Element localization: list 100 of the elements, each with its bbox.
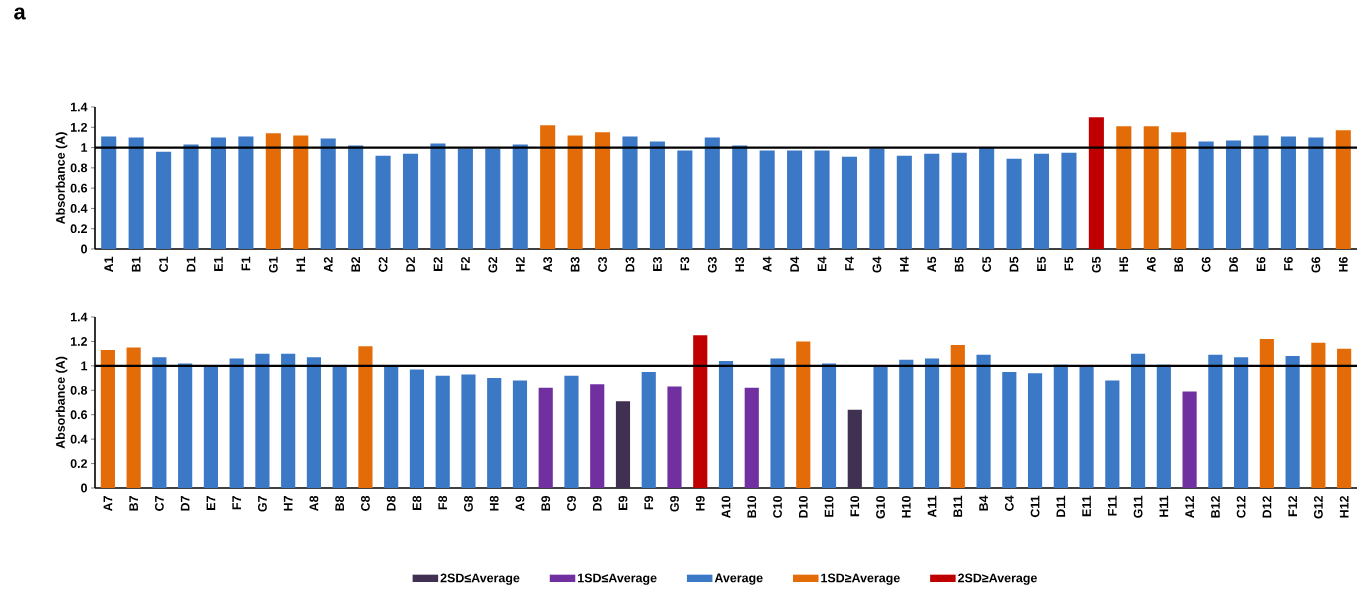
x-tick-label: D9 (592, 495, 602, 511)
x-tick-label: D2 (406, 257, 415, 272)
bar (649, 141, 665, 249)
x-tick-label: D11 (1056, 495, 1066, 517)
legend-label: 2SD≤Average (440, 573, 520, 585)
bar (101, 136, 117, 249)
bar (976, 354, 991, 488)
bar (281, 353, 296, 488)
x-tick-label: H3 (735, 256, 745, 272)
x-tick-label: C4 (1004, 495, 1014, 511)
bar (1027, 373, 1043, 488)
x-tick-label: D7 (180, 496, 190, 511)
bar (1253, 135, 1269, 249)
x-tick-label: B8 (335, 495, 345, 511)
x-tick-label: E5 (1037, 256, 1046, 271)
x-tick-label: E1 (214, 256, 223, 271)
bar (744, 387, 759, 488)
x-tick-label: C10 (773, 496, 782, 518)
x-tick-label: F4 (845, 256, 854, 271)
x-tick-label: D8 (386, 495, 396, 511)
y-tick-label: 0 (81, 244, 87, 254)
y-tick-label: 1 (81, 361, 88, 371)
y-tick-label: 0.2 (70, 459, 87, 468)
bar (1285, 356, 1300, 488)
x-tick-label: F10 (850, 496, 860, 517)
x-tick-label: A9 (515, 495, 525, 512)
x-tick-label: E8 (412, 495, 422, 510)
x-tick-label: E2 (433, 257, 443, 271)
x-tick-label: F3 (680, 256, 690, 271)
x-tick-label: G2 (488, 257, 498, 273)
bar (255, 353, 270, 488)
bar (1335, 130, 1351, 249)
bar (677, 150, 693, 249)
y-tick-label: 0 (81, 483, 87, 493)
x-tick-label: G5 (1091, 256, 1101, 273)
y-tick-label: 1.2 (70, 122, 87, 132)
bar (567, 135, 583, 249)
bar (358, 346, 373, 488)
bar (210, 137, 226, 249)
bar (538, 387, 553, 488)
x-tick-label: A6 (1146, 256, 1156, 273)
x-tick-label: G8 (464, 495, 473, 512)
bar (1198, 141, 1214, 249)
x-tick-label: B1 (131, 256, 141, 272)
bar (238, 136, 254, 249)
bar (430, 143, 446, 249)
bar (1234, 357, 1249, 488)
bar (814, 150, 830, 249)
x-tick-label: G9 (670, 495, 679, 512)
bar (1280, 136, 1296, 249)
x-tick-label: C1 (159, 256, 168, 272)
y-axis-title: Absorbance (A) (55, 356, 68, 449)
bar (1208, 354, 1223, 488)
x-tick-label: G7 (258, 496, 267, 512)
x-tick-label: B9 (541, 495, 551, 511)
x-tick-label: H12 (1339, 496, 1349, 518)
x-tick-label: G6 (1311, 256, 1321, 273)
bar (409, 369, 425, 488)
x-tick-label: C5 (982, 256, 992, 272)
x-tick-label: F12 (1288, 496, 1297, 517)
bar (1033, 153, 1050, 249)
text: a (14, 7, 26, 20)
legend-label: 1SD≤Average (578, 573, 657, 585)
bar (435, 375, 450, 488)
x-tick-label: A3 (543, 256, 553, 273)
bar (1053, 364, 1068, 488)
x-tick-label: F8 (438, 495, 448, 510)
bar (718, 360, 734, 488)
bar (229, 358, 244, 488)
x-tick-label: A1 (104, 256, 113, 273)
bar (512, 380, 528, 488)
bar (128, 137, 144, 249)
bar (951, 152, 967, 249)
bar (178, 363, 193, 488)
x-tick-label: B5 (954, 256, 964, 272)
bar (100, 349, 115, 488)
bar (979, 147, 995, 249)
bar (924, 153, 940, 249)
bar (265, 133, 281, 249)
bar (1156, 364, 1171, 488)
x-tick-label: E3 (653, 256, 662, 271)
bar (924, 358, 940, 488)
bar (152, 357, 167, 488)
bar (332, 367, 347, 488)
bar (667, 386, 682, 488)
bar (457, 148, 473, 249)
bar (384, 367, 399, 488)
x-tick-label: F11 (1108, 495, 1117, 516)
y-tick-label: 0.8 (70, 163, 88, 173)
x-tick-label: F6 (1284, 256, 1293, 271)
x-tick-label: D1 (186, 256, 196, 272)
bar (512, 144, 528, 249)
bar (487, 378, 502, 488)
bar (1337, 348, 1352, 488)
y-axis-title: Absorbance (A) (55, 132, 68, 225)
x-tick-label: A10 (721, 496, 731, 519)
bar (183, 144, 199, 249)
x-tick-label: H2 (515, 257, 525, 272)
bar (787, 150, 803, 249)
x-tick-label: C12 (1236, 496, 1246, 518)
